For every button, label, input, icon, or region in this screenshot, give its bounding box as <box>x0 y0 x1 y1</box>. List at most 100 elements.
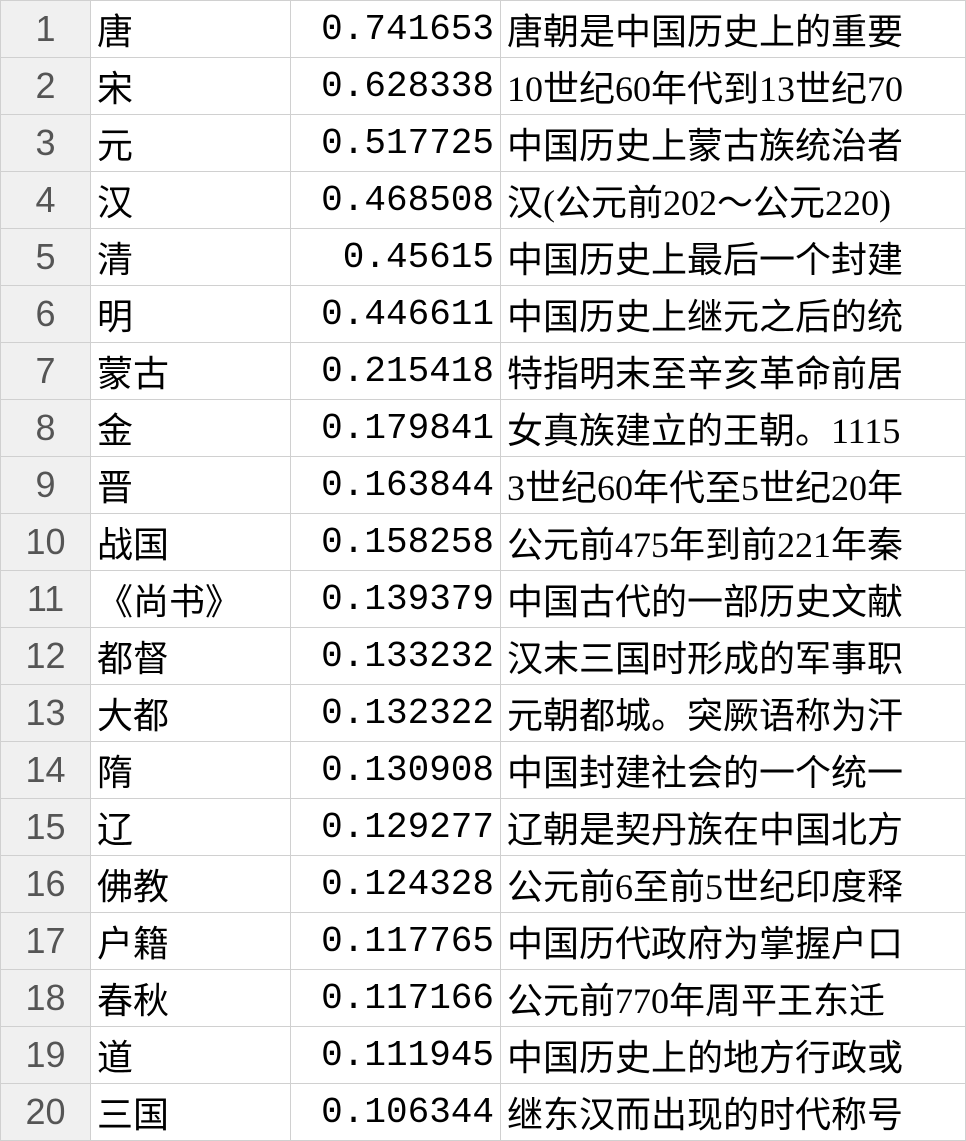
score-cell[interactable]: 0.133232 <box>291 628 501 685</box>
term-cell[interactable]: 宋 <box>91 58 291 115</box>
row-number[interactable]: 9 <box>1 457 91 514</box>
row-number[interactable]: 17 <box>1 913 91 970</box>
row-number[interactable]: 20 <box>1 1084 91 1141</box>
term-cell[interactable]: 晋 <box>91 457 291 514</box>
description-cell[interactable]: 元朝都城。突厥语称为汗 <box>501 685 966 742</box>
table-row[interactable]: 20三国0.106344继东汉而出现的时代称号 <box>1 1084 966 1141</box>
term-cell[interactable]: 汉 <box>91 172 291 229</box>
score-cell[interactable]: 0.139379 <box>291 571 501 628</box>
term-cell[interactable]: 清 <box>91 229 291 286</box>
term-cell[interactable]: 道 <box>91 1027 291 1084</box>
score-cell[interactable]: 0.111945 <box>291 1027 501 1084</box>
score-cell[interactable]: 0.179841 <box>291 400 501 457</box>
table-row[interactable]: 13大都0.132322元朝都城。突厥语称为汗 <box>1 685 966 742</box>
description-cell[interactable]: 3世纪60年代至5世纪20年 <box>501 457 966 514</box>
score-cell[interactable]: 0.215418 <box>291 343 501 400</box>
table-row[interactable]: 6明0.446611中国历史上继元之后的统 <box>1 286 966 343</box>
description-cell[interactable]: 公元前770年周平王东迁 <box>501 970 966 1027</box>
term-cell[interactable]: 春秋 <box>91 970 291 1027</box>
score-cell[interactable]: 0.117166 <box>291 970 501 1027</box>
term-cell[interactable]: 隋 <box>91 742 291 799</box>
row-number[interactable]: 10 <box>1 514 91 571</box>
score-cell[interactable]: 0.45615 <box>291 229 501 286</box>
description-cell[interactable]: 10世纪60年代到13世纪70 <box>501 58 966 115</box>
description-cell[interactable]: 中国古代的一部历史文献 <box>501 571 966 628</box>
score-cell[interactable]: 0.106344 <box>291 1084 501 1141</box>
table-row[interactable]: 18春秋0.117166公元前770年周平王东迁 <box>1 970 966 1027</box>
table-row[interactable]: 15辽0.129277辽朝是契丹族在中国北方 <box>1 799 966 856</box>
description-cell[interactable]: 继东汉而出现的时代称号 <box>501 1084 966 1141</box>
table-row[interactable]: 10战国0.158258公元前475年到前221年秦 <box>1 514 966 571</box>
table-row[interactable]: 11《尚书》0.139379中国古代的一部历史文献 <box>1 571 966 628</box>
row-number[interactable]: 19 <box>1 1027 91 1084</box>
score-cell[interactable]: 0.130908 <box>291 742 501 799</box>
term-cell[interactable]: 金 <box>91 400 291 457</box>
term-cell[interactable]: 大都 <box>91 685 291 742</box>
score-cell[interactable]: 0.517725 <box>291 115 501 172</box>
row-number[interactable]: 8 <box>1 400 91 457</box>
description-cell[interactable]: 公元前475年到前221年秦 <box>501 514 966 571</box>
description-cell[interactable]: 汉末三国时形成的军事职 <box>501 628 966 685</box>
description-cell[interactable]: 中国历史上最后一个封建 <box>501 229 966 286</box>
description-cell[interactable]: 中国历代政府为掌握户口 <box>501 913 966 970</box>
table-row[interactable]: 7蒙古0.215418特指明末至辛亥革命前居 <box>1 343 966 400</box>
table-row[interactable]: 14隋0.130908中国封建社会的一个统一 <box>1 742 966 799</box>
description-cell[interactable]: 中国封建社会的一个统一 <box>501 742 966 799</box>
score-cell[interactable]: 0.117765 <box>291 913 501 970</box>
description-cell[interactable]: 中国历史上的地方行政或 <box>501 1027 966 1084</box>
term-cell[interactable]: 辽 <box>91 799 291 856</box>
row-number[interactable]: 11 <box>1 571 91 628</box>
table-row[interactable]: 1唐0.741653唐朝是中国历史上的重要 <box>1 1 966 58</box>
score-cell[interactable]: 0.741653 <box>291 1 501 58</box>
table-row[interactable]: 4汉0.468508汉(公元前202～公元220) <box>1 172 966 229</box>
table-row[interactable]: 3元0.517725中国历史上蒙古族统治者 <box>1 115 966 172</box>
term-cell[interactable]: 元 <box>91 115 291 172</box>
row-number[interactable]: 16 <box>1 856 91 913</box>
score-cell[interactable]: 0.158258 <box>291 514 501 571</box>
score-cell[interactable]: 0.124328 <box>291 856 501 913</box>
score-cell[interactable]: 0.132322 <box>291 685 501 742</box>
term-cell[interactable]: 唐 <box>91 1 291 58</box>
term-cell[interactable]: 明 <box>91 286 291 343</box>
term-cell[interactable]: 佛教 <box>91 856 291 913</box>
table-row[interactable]: 17户籍0.117765中国历代政府为掌握户口 <box>1 913 966 970</box>
row-number[interactable]: 1 <box>1 1 91 58</box>
term-cell[interactable]: 《尚书》 <box>91 571 291 628</box>
row-number[interactable]: 6 <box>1 286 91 343</box>
score-cell[interactable]: 0.446611 <box>291 286 501 343</box>
row-number[interactable]: 12 <box>1 628 91 685</box>
row-number[interactable]: 14 <box>1 742 91 799</box>
table-row[interactable]: 19道0.111945中国历史上的地方行政或 <box>1 1027 966 1084</box>
table-row[interactable]: 8金0.179841女真族建立的王朝。1115 <box>1 400 966 457</box>
term-cell[interactable]: 户籍 <box>91 913 291 970</box>
row-number[interactable]: 15 <box>1 799 91 856</box>
score-cell[interactable]: 0.468508 <box>291 172 501 229</box>
description-cell[interactable]: 女真族建立的王朝。1115 <box>501 400 966 457</box>
score-cell[interactable]: 0.163844 <box>291 457 501 514</box>
row-number[interactable]: 3 <box>1 115 91 172</box>
row-number[interactable]: 2 <box>1 58 91 115</box>
row-number[interactable]: 5 <box>1 229 91 286</box>
row-number[interactable]: 7 <box>1 343 91 400</box>
term-cell[interactable]: 蒙古 <box>91 343 291 400</box>
description-cell[interactable]: 汉(公元前202～公元220) <box>501 172 966 229</box>
description-cell[interactable]: 特指明末至辛亥革命前居 <box>501 343 966 400</box>
description-cell[interactable]: 中国历史上蒙古族统治者 <box>501 115 966 172</box>
row-number[interactable]: 13 <box>1 685 91 742</box>
term-cell[interactable]: 都督 <box>91 628 291 685</box>
table-row[interactable]: 2宋0.62833810世纪60年代到13世纪70 <box>1 58 966 115</box>
description-cell[interactable]: 中国历史上继元之后的统 <box>501 286 966 343</box>
term-cell[interactable]: 战国 <box>91 514 291 571</box>
score-cell[interactable]: 0.628338 <box>291 58 501 115</box>
table-row[interactable]: 5清0.45615中国历史上最后一个封建 <box>1 229 966 286</box>
row-number[interactable]: 18 <box>1 970 91 1027</box>
description-cell[interactable]: 唐朝是中国历史上的重要 <box>501 1 966 58</box>
term-cell[interactable]: 三国 <box>91 1084 291 1141</box>
table-row[interactable]: 9晋0.1638443世纪60年代至5世纪20年 <box>1 457 966 514</box>
description-cell[interactable]: 辽朝是契丹族在中国北方 <box>501 799 966 856</box>
score-cell[interactable]: 0.129277 <box>291 799 501 856</box>
table-row[interactable]: 16佛教0.124328公元前6至前5世纪印度释 <box>1 856 966 913</box>
description-cell[interactable]: 公元前6至前5世纪印度释 <box>501 856 966 913</box>
table-row[interactable]: 12都督0.133232汉末三国时形成的军事职 <box>1 628 966 685</box>
row-number[interactable]: 4 <box>1 172 91 229</box>
